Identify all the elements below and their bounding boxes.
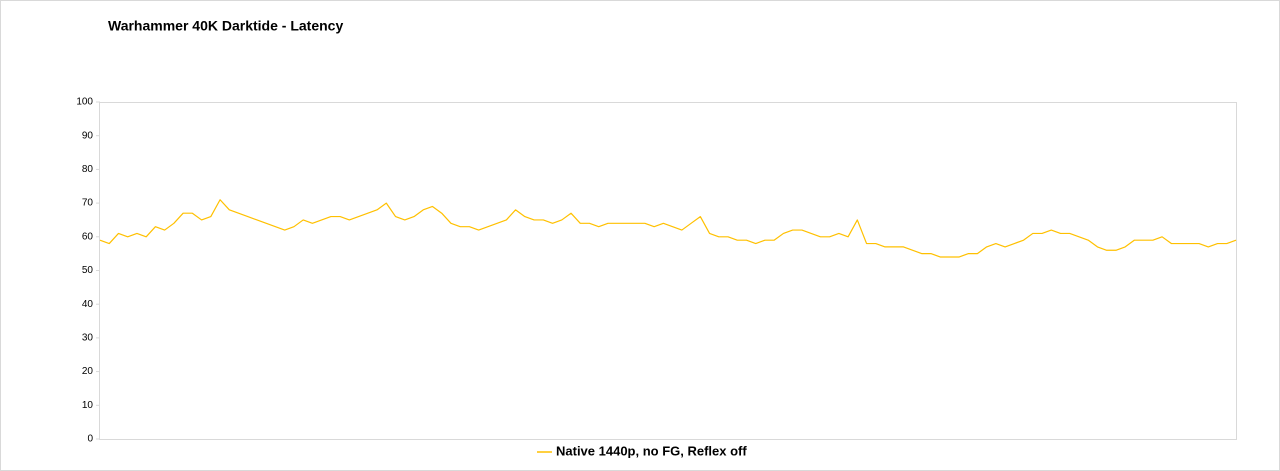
chart-title: Warhammer 40K Darktide - Latency (108, 18, 343, 34)
y-tick-label: 80 (82, 164, 94, 175)
y-tick-label: 0 (87, 434, 93, 445)
y-tick-label: 20 (82, 366, 94, 377)
line-series (99, 199, 1237, 258)
legend-label: Native 1440p, no FG, Reflex off (556, 443, 747, 458)
y-tick-label: 60 (82, 231, 94, 242)
y-tick-label: 70 (82, 198, 94, 209)
y-tick-label: 90 (82, 130, 94, 141)
y-tick-label: 100 (76, 97, 93, 108)
y-tick-label: 40 (82, 299, 94, 310)
y-tick-label: 30 (82, 333, 94, 344)
y-tick-label: 50 (82, 265, 94, 276)
y-tick-label: 10 (82, 400, 94, 411)
